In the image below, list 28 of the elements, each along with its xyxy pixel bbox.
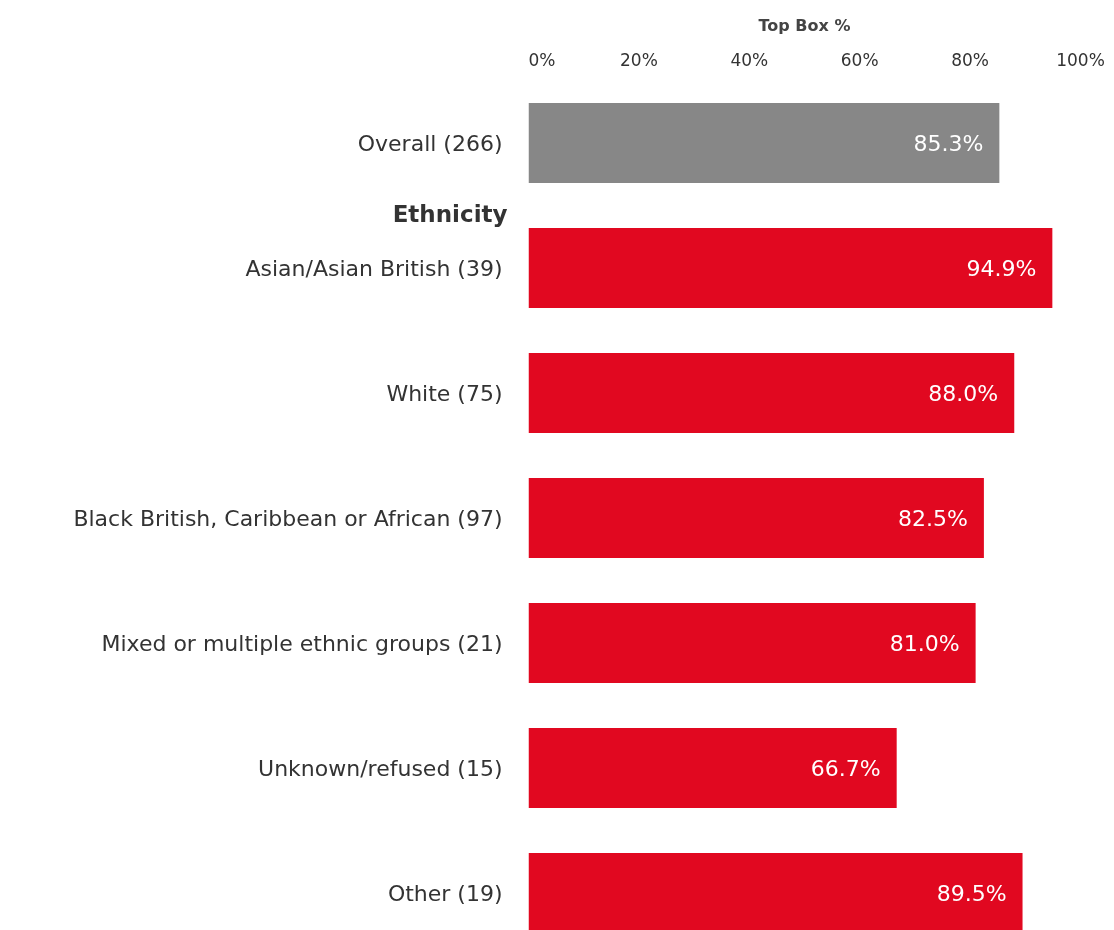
bar [528, 603, 976, 683]
y-tick-label: Mixed or multiple ethnic groups (21) [101, 630, 503, 656]
x-tick-label: 20% [620, 49, 658, 70]
data-label: 94.9% [966, 255, 1037, 281]
data-label: 66.7% [810, 755, 881, 781]
bar [528, 353, 1015, 433]
text: Ethnicity [392, 201, 508, 228]
x-tick-label: 40% [730, 49, 769, 70]
y-tick-label: Asian/Asian British (39) [245, 255, 503, 281]
bar [528, 103, 1000, 183]
y-tick-label: Other (19) [387, 880, 503, 906]
bar [528, 478, 984, 558]
data-label: 88.0% [928, 380, 999, 406]
x-tick-label: 60% [840, 49, 879, 70]
x-axis-title: Top Box % [758, 15, 851, 35]
x-tick-label: 100% [1056, 49, 1105, 70]
x-tick-label: 80% [951, 49, 989, 70]
data-label: 81.0% [889, 630, 960, 656]
data-label: 89.5% [936, 880, 1007, 906]
y-tick-label: Black British, Caribbean or African (97) [73, 505, 503, 531]
x-tick-label: 0% [528, 49, 556, 70]
data-label: 85.3% [913, 130, 984, 156]
y-tick-label: Unknown/refused (15) [258, 755, 503, 781]
bar [528, 728, 897, 808]
y-tick-label: White (75) [386, 380, 503, 406]
bar [528, 228, 1053, 308]
y-tick-label: Overall (266) [357, 130, 503, 156]
data-label: 82.5% [898, 505, 968, 531]
